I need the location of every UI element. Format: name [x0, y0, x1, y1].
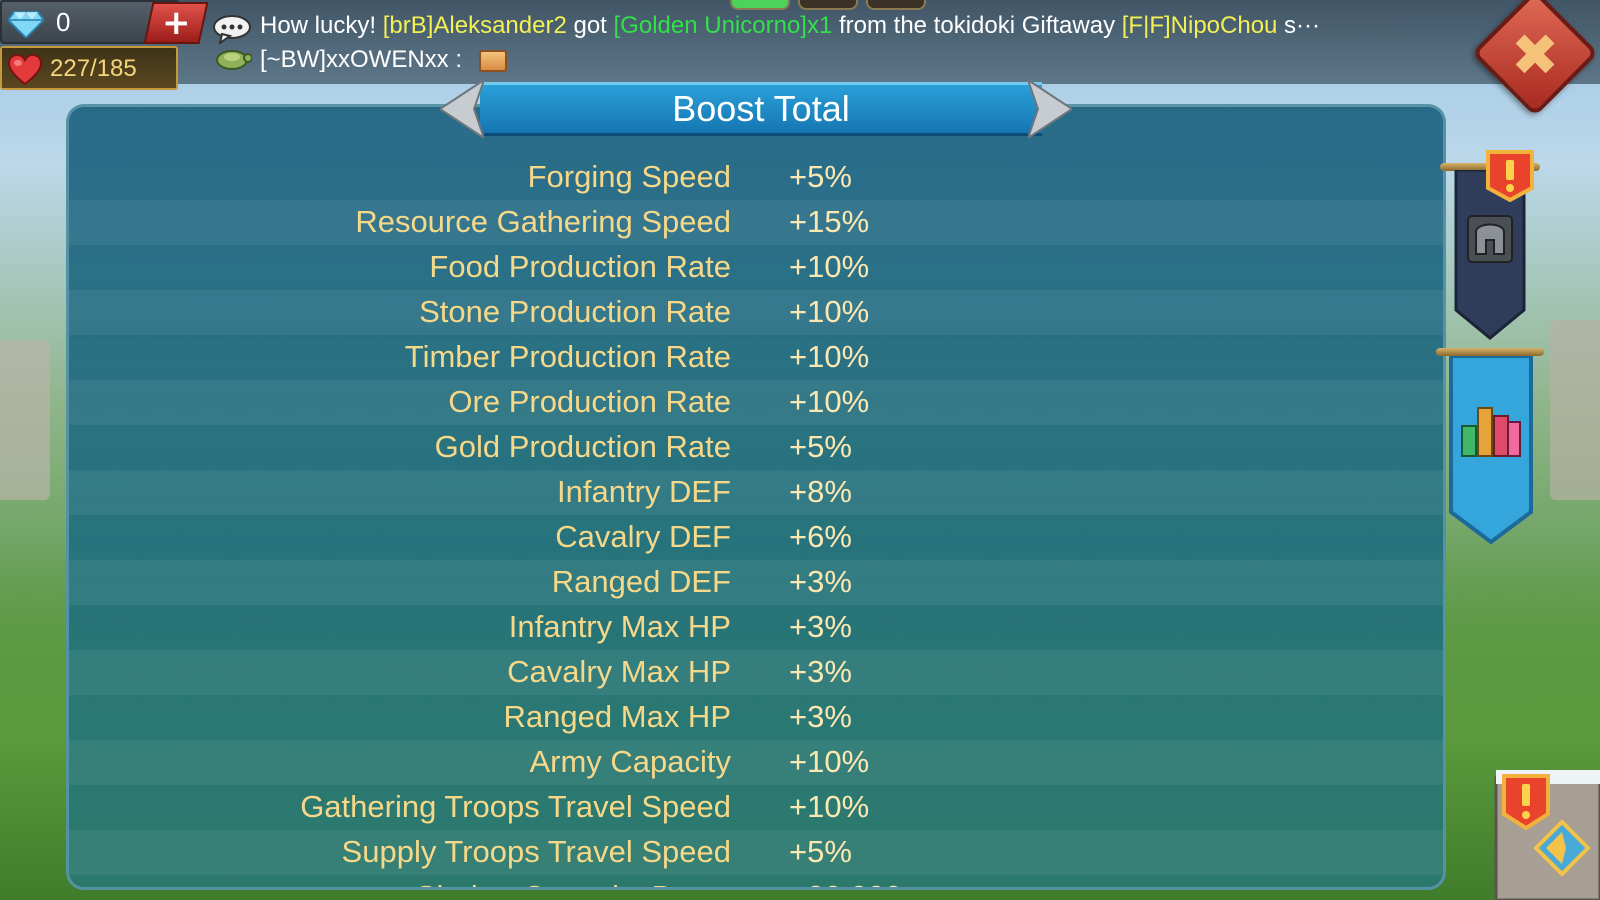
- boost-label: Gold Production Rate: [434, 429, 731, 464]
- boost-label: Cavalry Max HP: [507, 654, 731, 689]
- boost-value: +6%: [789, 519, 852, 554]
- boost-row: Supply Troops Travel Speed +5%: [69, 830, 1443, 875]
- boost-value: +30,000: [789, 879, 902, 887]
- boost-label: Food Production Rate: [429, 249, 731, 284]
- boost-value: +10%: [789, 249, 870, 284]
- boost-label: Resource Gathering Speed: [355, 204, 731, 239]
- chat-text: How lucky!: [260, 12, 383, 39]
- chat-text: got: [566, 12, 614, 39]
- chat-text: from the tokidoki Giftaway: [832, 12, 1122, 39]
- boost-row: Gold Production Rate +5%: [69, 425, 1443, 470]
- top-bar: 0 + 227/185 How lucky! [brB]Aleksander2 …: [0, 0, 1600, 90]
- boost-row: Gathering Troops Travel Speed +10%: [69, 785, 1443, 830]
- boost-row: Army Capacity +10%: [69, 740, 1443, 785]
- boost-row: Cavalry Max HP +3%: [69, 650, 1443, 695]
- background-tower-right: [1550, 320, 1600, 500]
- heart-icon: [8, 54, 42, 86]
- page-title: Boost Total: [672, 88, 850, 129]
- title-banner: [480, 82, 1042, 136]
- exclamation-badge-icon: [1502, 774, 1550, 830]
- chat-message-1[interactable]: How lucky! [brB]Aleksander2 got [Golden …: [260, 12, 1320, 40]
- pager-dot-active[interactable]: [730, 0, 790, 10]
- pager-dot[interactable]: [866, 0, 926, 10]
- boost-value: +3%: [789, 564, 852, 599]
- boost-value: +3%: [789, 654, 852, 689]
- boost-value: +10%: [789, 339, 870, 374]
- boost-label: Timber Production Rate: [404, 339, 731, 374]
- arrow-right-icon: [1028, 80, 1072, 138]
- boost-row: Ore Production Rate +10%: [69, 380, 1443, 425]
- boost-value: +8%: [789, 474, 852, 509]
- boost-label: Army Capacity: [529, 744, 731, 779]
- boost-value: +10%: [789, 744, 870, 779]
- diamond-icon: [8, 11, 44, 38]
- boost-label: Forging Speed: [527, 159, 731, 194]
- arrow-left-icon: [440, 80, 484, 138]
- boost-value: +3%: [789, 699, 852, 734]
- boost-list[interactable]: Forging Speed +5% Resource Gathering Speed…: [69, 155, 1443, 887]
- boost-row: Ranged DEF +3%: [69, 560, 1443, 605]
- boost-row: Ranged Max HP +3%: [69, 695, 1443, 740]
- stamina-value: 227/185: [50, 55, 137, 82]
- boost-value: +3%: [789, 609, 852, 644]
- boost-label: Stone Production Rate: [419, 294, 731, 329]
- tab-economy-boosts[interactable]: [1448, 356, 1534, 544]
- helmet-icon: [1467, 215, 1513, 263]
- boost-row: Infantry Max HP +3%: [69, 605, 1443, 650]
- boost-label: Shelter Capacity Boost: [416, 879, 731, 887]
- boost-value: +10%: [789, 789, 870, 824]
- chat-speaker[interactable]: [~BW]xxOWENxx :: [260, 46, 463, 73]
- banner-rod: [1436, 348, 1544, 356]
- boost-value: +5%: [789, 834, 852, 869]
- boost-label: Ranged Max HP: [503, 699, 731, 734]
- boost-total-panel: Forging Speed +5% Resource Gathering Speed…: [66, 104, 1446, 890]
- boost-row: Shelter Capacity Boost +30,000: [69, 875, 1443, 887]
- boost-value: +5%: [789, 159, 852, 194]
- tab-military-boosts[interactable]: [1454, 170, 1526, 340]
- boost-value: +5%: [789, 429, 852, 464]
- chat-pager: [730, 0, 926, 10]
- plus-icon: +: [161, 3, 191, 43]
- stamina-counter: 227/185: [0, 46, 178, 90]
- turtle-icon: [216, 50, 252, 70]
- boost-row: Infantry DEF +8%: [69, 470, 1443, 515]
- boost-row: Timber Production Rate +10%: [69, 335, 1443, 380]
- close-icon[interactable]: ✖: [1510, 21, 1560, 89]
- boost-label: Ore Production Rate: [448, 384, 731, 419]
- chat-bubble-icon[interactable]: [212, 14, 252, 44]
- boost-value: +10%: [789, 384, 870, 419]
- chat-message-2[interactable]: [~BW]xxOWENxx :: [260, 46, 507, 74]
- mail-icon: [478, 49, 507, 72]
- pager-dot[interactable]: [798, 0, 858, 10]
- background-tower-left: [0, 340, 50, 500]
- bar-chart-icon: [1461, 407, 1521, 457]
- boost-row: Food Production Rate +10%: [69, 245, 1443, 290]
- boost-row: Resource Gathering Speed +15%: [69, 200, 1443, 245]
- boost-label: Infantry DEF: [557, 474, 731, 509]
- chat-player-name[interactable]: [F|F]NipoChou: [1121, 12, 1278, 39]
- exclamation-badge-icon: [1486, 150, 1534, 202]
- boost-label: Ranged DEF: [551, 564, 731, 599]
- boost-row: Forging Speed +5%: [69, 155, 1443, 200]
- chat-player-name[interactable]: [brB]Aleksander2: [382, 12, 567, 39]
- chat-text: s···: [1277, 12, 1321, 39]
- boost-value: +10%: [789, 294, 870, 329]
- boost-row: Cavalry DEF +6%: [69, 515, 1443, 560]
- boost-label: Gathering Troops Travel Speed: [300, 789, 731, 824]
- boost-label: Infantry Max HP: [508, 609, 731, 644]
- boost-row: Stone Production Rate +10%: [69, 290, 1443, 335]
- add-gems-button[interactable]: +: [143, 2, 209, 44]
- gem-count: 0: [56, 7, 71, 37]
- boost-label: Supply Troops Travel Speed: [341, 834, 731, 869]
- chat-item-name: [Golden Unicorno]x1: [613, 12, 833, 39]
- boost-value: +15%: [789, 204, 870, 239]
- boost-label: Cavalry DEF: [555, 519, 731, 554]
